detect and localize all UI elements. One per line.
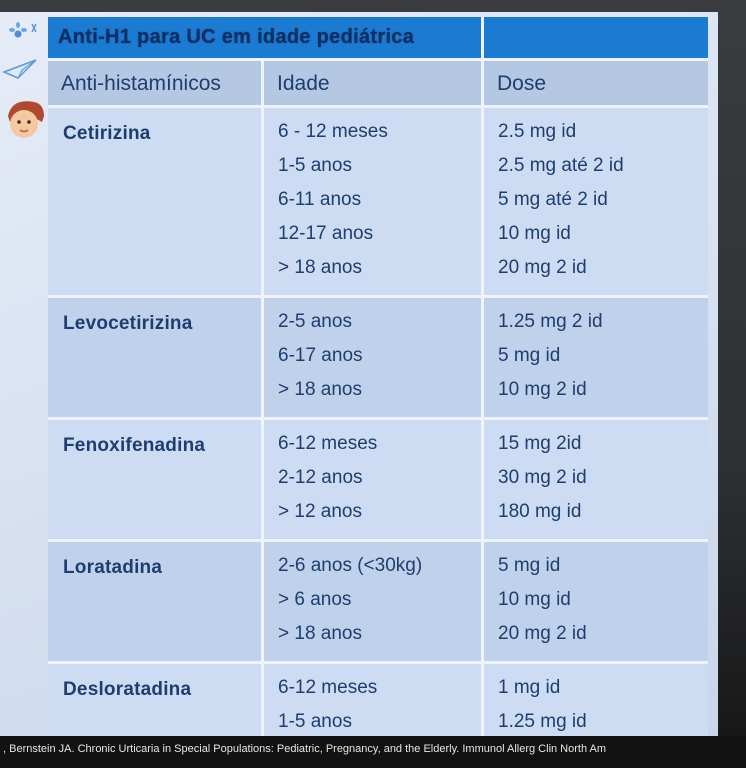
age-line: 2-6 anos (<30kg) bbox=[278, 555, 423, 576]
dose-line: 1 mg id bbox=[498, 677, 561, 698]
dose-line: 5 mg id bbox=[498, 345, 561, 366]
dose-line: 1.25 mg 2 id bbox=[498, 311, 603, 332]
slide: Anti-H1 para UC em idade pediátrica Anti… bbox=[0, 12, 718, 768]
column-header-idade: Idade bbox=[264, 61, 481, 105]
dose-line: 15 mg 2id bbox=[498, 433, 582, 454]
age-list-cell: 2-5 anos 6-17 anos > 18 anos bbox=[264, 298, 481, 417]
dose-line: 2.5 mg até 2 id bbox=[498, 155, 624, 176]
dose-line: 10 mg id bbox=[498, 589, 571, 610]
drug-name-cell: Levocetirizina bbox=[48, 298, 261, 417]
mascot-illustration bbox=[2, 22, 44, 138]
age-line: 2-12 anos bbox=[278, 467, 363, 488]
dose-list-cell: 15 mg 2id 30 mg 2 id 180 mg id bbox=[484, 420, 708, 539]
age-list-cell: 2-6 anos (<30kg) > 6 anos > 18 anos bbox=[264, 542, 481, 661]
slide-title: Anti-H1 para UC em idade pediátrica bbox=[48, 17, 481, 58]
citation-text: , Bernstein JA. Chronic Urticaria in Spe… bbox=[3, 743, 607, 755]
dose-line: 30 mg 2 id bbox=[498, 467, 587, 488]
age-line: 6-12 meses bbox=[278, 677, 378, 698]
dose-line: 2.5 mg id bbox=[498, 121, 577, 142]
drug-name-cell: Cetirizina bbox=[48, 108, 261, 295]
age-line: 6-11 anos bbox=[278, 189, 362, 210]
sparkle-icon bbox=[9, 22, 37, 38]
dose-line: 10 mg id bbox=[498, 223, 571, 244]
age-list-cell: 6 - 12 meses 1-5 anos 6-11 anos 12-17 anos >… bbox=[264, 108, 481, 295]
dose-line: 180 mg id bbox=[498, 501, 582, 522]
age-list-cell: 6-12 meses 2-12 anos > 12 anos bbox=[264, 420, 481, 539]
dose-line: 20 mg 2 id bbox=[498, 623, 587, 644]
citation-footer: , Bernstein JA. Chronic Urticaria in Spe… bbox=[0, 736, 746, 768]
title-bar-extension bbox=[484, 17, 708, 58]
drug-name-cell: Loratadina bbox=[48, 542, 261, 661]
age-line: 1-5 anos bbox=[278, 155, 352, 176]
age-line: > 12 anos bbox=[278, 501, 362, 522]
age-line: > 6 anos bbox=[278, 589, 352, 610]
antihistamine-table: Anti-H1 para UC em idade pediátrica Anti… bbox=[48, 17, 708, 768]
dose-list-cell: 1.25 mg 2 id 5 mg id 10 mg 2 id bbox=[484, 298, 708, 417]
age-line: > 18 anos bbox=[278, 623, 362, 644]
dose-line: 5 mg id bbox=[498, 555, 561, 576]
child-face-illustration bbox=[8, 101, 44, 138]
dose-line: 5 mg até 2 id bbox=[498, 189, 608, 210]
column-header-dose: Dose bbox=[484, 61, 708, 105]
age-line: 1-5 anos bbox=[278, 711, 352, 732]
drug-name-cell: Fenoxifenadina bbox=[48, 420, 261, 539]
dose-line: 10 mg 2 id bbox=[498, 379, 587, 400]
age-line: 6-12 meses bbox=[278, 433, 378, 454]
dose-list-cell: 5 mg id 10 mg id 20 mg 2 id bbox=[484, 542, 708, 661]
dose-line: 1.25 mg id bbox=[498, 711, 587, 732]
age-line: 6-17 anos bbox=[278, 345, 363, 366]
dose-list-cell: 2.5 mg id 2.5 mg até 2 id 5 mg até 2 id 10 … bbox=[484, 108, 708, 295]
age-line: 2-5 anos bbox=[278, 311, 352, 332]
age-line: > 18 anos bbox=[278, 257, 362, 278]
dose-line: 20 mg 2 id bbox=[498, 257, 587, 278]
age-line: > 18 anos bbox=[278, 379, 362, 400]
age-line: 6 - 12 meses bbox=[278, 121, 388, 142]
column-header-antihistaminicos: Anti-histamínicos bbox=[48, 61, 261, 105]
paper-plane-icon bbox=[2, 59, 37, 79]
age-line: 12-17 anos bbox=[278, 223, 374, 244]
